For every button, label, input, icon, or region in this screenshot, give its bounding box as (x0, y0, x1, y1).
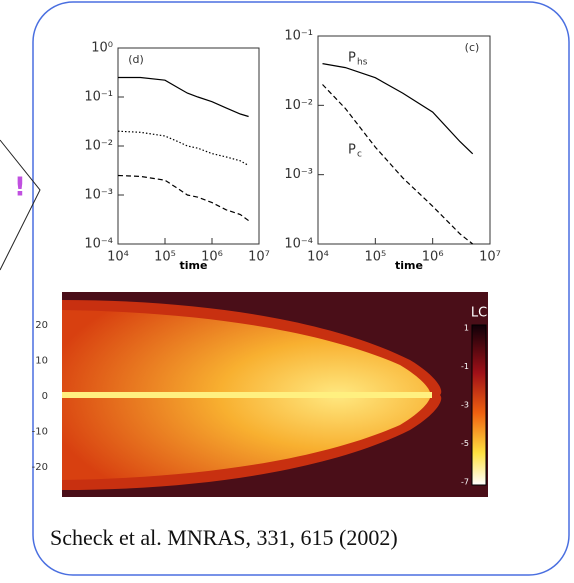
colorbar-tick-label: 1 (464, 324, 469, 333)
image-y-tick-label: 20 (35, 320, 48, 331)
panel-label: (c) (465, 41, 480, 54)
y-tick-label: 10⁻³ (284, 167, 313, 182)
annotation: P (348, 51, 356, 66)
x-tick-label: 10⁴ (107, 250, 129, 265)
colorbar-title: LC (471, 306, 487, 321)
caption: Scheck et al. MNRAS, 331, 615 (2002) (50, 525, 398, 550)
y-tick-label: 10⁻¹ (84, 90, 113, 105)
panel-label: (d) (128, 53, 144, 66)
series-line (322, 63, 474, 155)
jet-axis (62, 392, 432, 398)
x-tick-label: 10⁵ (364, 250, 386, 265)
exclamation: ! (14, 173, 26, 203)
y-tick-label: 10⁻⁴ (284, 237, 313, 252)
annotation: P (348, 143, 356, 158)
x-tick-label: 10⁶ (201, 250, 223, 265)
x-tick-label: 10⁷ (479, 250, 501, 265)
series-line (118, 76, 249, 118)
image-y-tick-label: -10 (32, 427, 48, 438)
plot-frame (317, 35, 491, 245)
x-tick-label: 10⁶ (422, 250, 444, 265)
series-line (322, 84, 474, 245)
colorbar-tick-label: -1 (461, 362, 469, 371)
colorbar (471, 324, 487, 486)
y-tick-label: 10⁻⁴ (84, 237, 113, 252)
y-tick-label: 10⁻¹ (284, 29, 313, 44)
series-line (117, 174, 249, 222)
y-tick-label: 10⁻³ (84, 188, 113, 203)
annotation-sub: c (357, 150, 362, 160)
image-y-tick-label: 10 (35, 356, 48, 367)
y-tick-label: 10⁻² (284, 98, 313, 113)
x-tick-label: 10⁴ (307, 250, 329, 265)
y-tick-label: 10⁰ (91, 41, 113, 56)
image-y-tick-label: -20 (32, 462, 48, 473)
image-panel (62, 292, 488, 497)
x-tick-label: 10⁷ (248, 250, 270, 265)
x-tick-label: 10⁵ (154, 250, 176, 265)
colorbar-tick-label: -7 (461, 478, 469, 487)
annotation-sub: hs (357, 58, 368, 68)
x-axis-label: time (180, 259, 208, 272)
colorbar-tick-label: -5 (461, 439, 469, 448)
frame (32, 1, 570, 576)
y-tick-label: 10⁻² (84, 139, 113, 154)
chevron (0, 139, 41, 271)
x-axis-label: time (395, 259, 423, 272)
image-y-tick-label: 0 (42, 391, 48, 402)
series-line (117, 130, 249, 167)
colorbar-tick-label: -3 (461, 401, 469, 410)
